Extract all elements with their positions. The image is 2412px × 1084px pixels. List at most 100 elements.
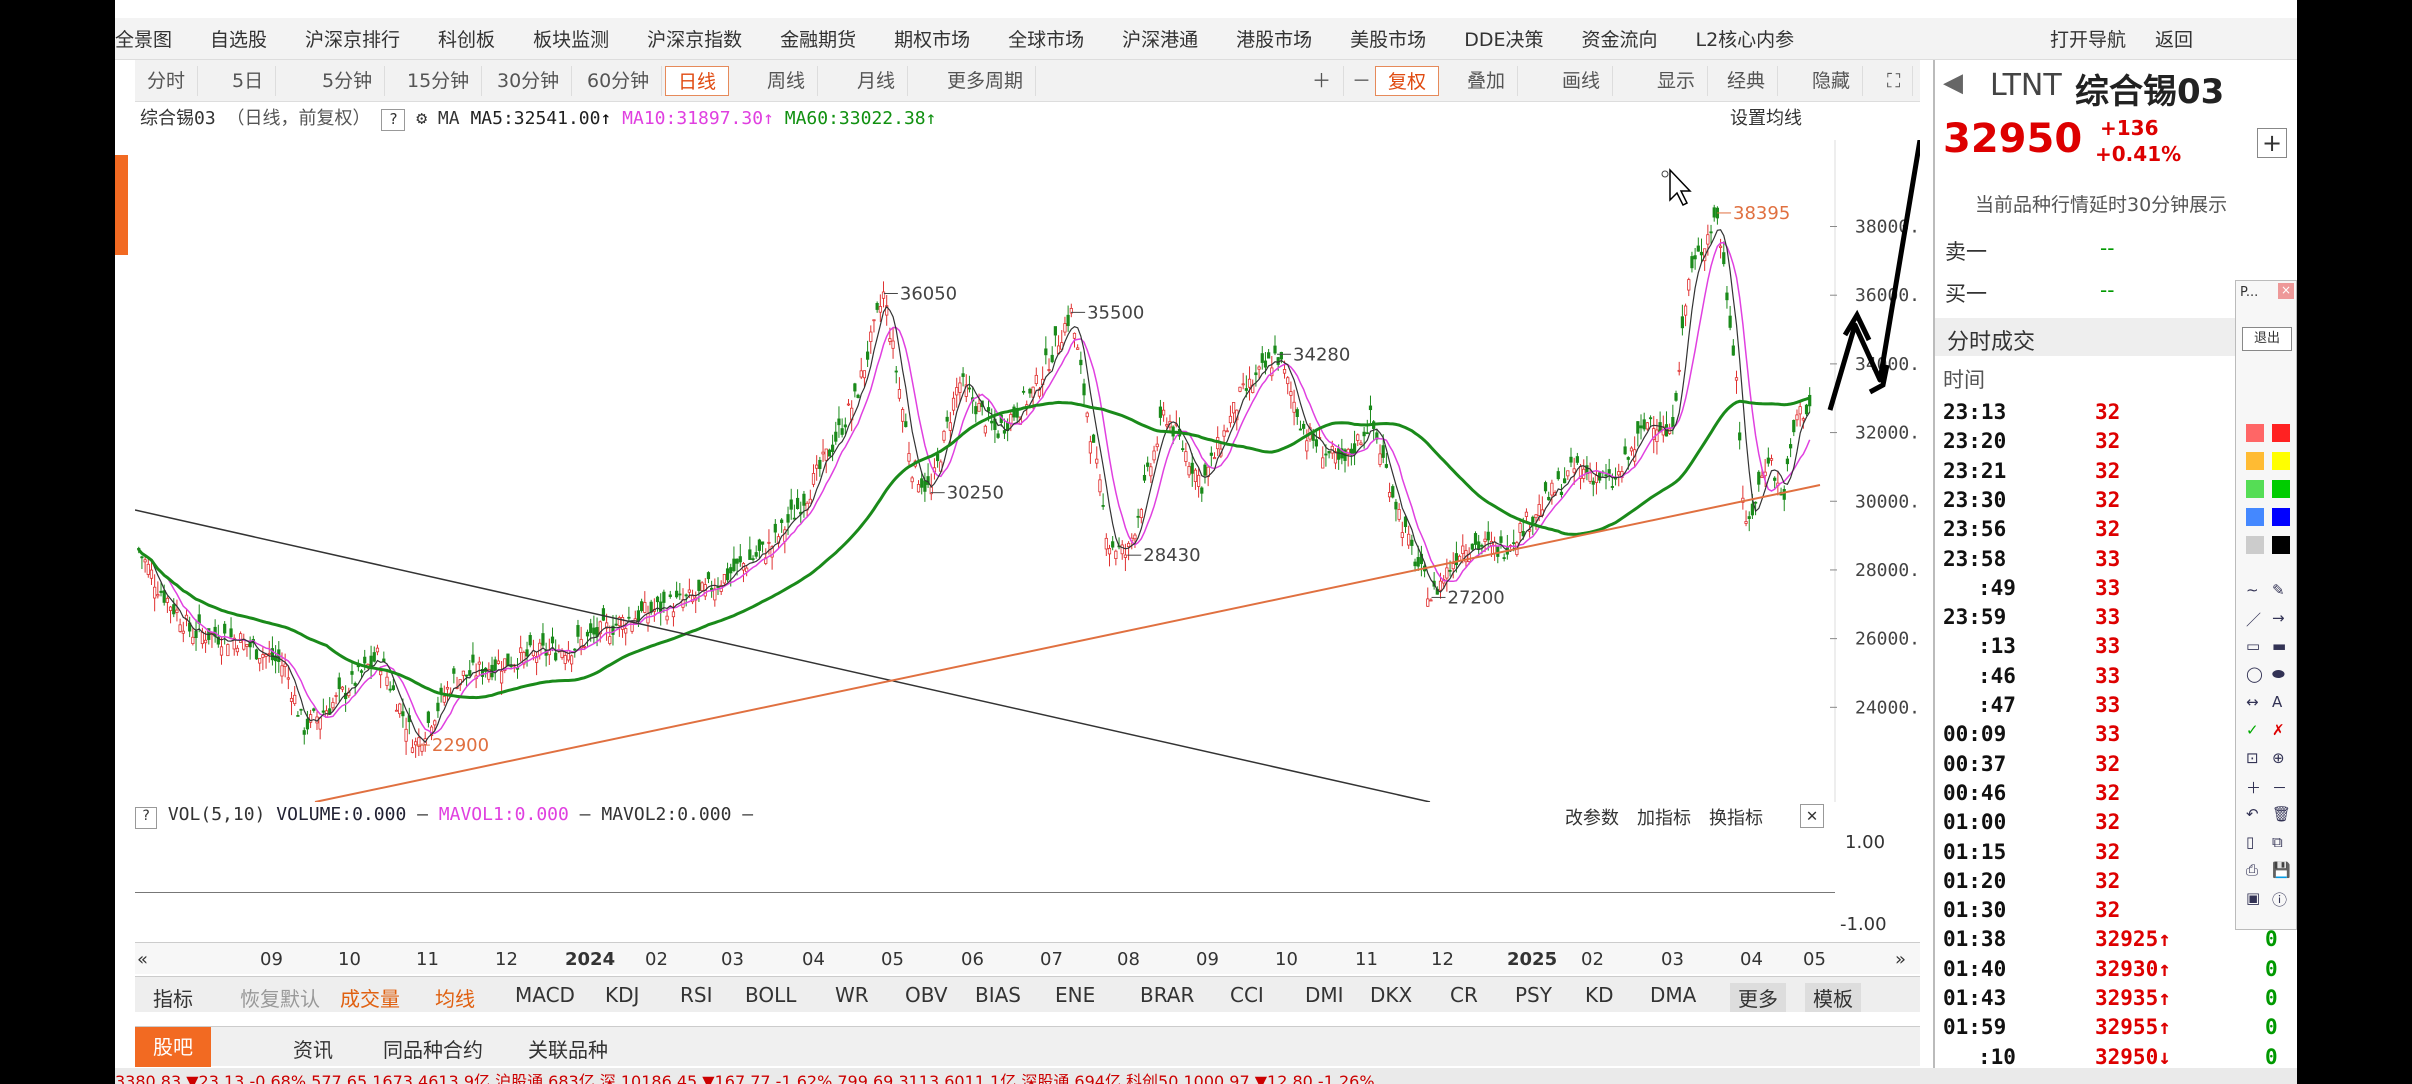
nav-item[interactable]: 板块监测 bbox=[533, 29, 610, 51]
nav-item[interactable]: 资金流向 bbox=[1581, 29, 1658, 51]
indicator-tab[interactable]: DKX bbox=[1370, 983, 1413, 1007]
palette-color-swatch[interactable] bbox=[2272, 452, 2290, 470]
indicator-tab[interactable]: 更多 bbox=[1730, 983, 1786, 1012]
scroll-left-icon[interactable]: « bbox=[137, 949, 149, 970]
vol-action-button[interactable]: 加指标 bbox=[1637, 808, 1691, 828]
indicator-tab[interactable]: PSY bbox=[1515, 983, 1552, 1007]
period-tab[interactable]: 5分钟 bbox=[310, 66, 386, 96]
indicator-tab[interactable]: 成交量 bbox=[340, 987, 400, 1011]
indicator-tab[interactable]: 模板 bbox=[1805, 983, 1861, 1012]
uptrend-line[interactable] bbox=[314, 484, 1821, 802]
indicator-tab[interactable]: BRAR bbox=[1140, 983, 1195, 1007]
palette-tool-icon[interactable]: ⊡ bbox=[2246, 749, 2259, 767]
nav-item[interactable]: 沪深京排行 bbox=[305, 29, 401, 51]
period-tab[interactable]: 5日 bbox=[220, 66, 277, 96]
palette-tool-icon[interactable]: ⓘ bbox=[2272, 891, 2288, 909]
indicator-tab[interactable]: OBV bbox=[905, 983, 948, 1007]
nav-item[interactable]: 期权市场 bbox=[894, 29, 971, 51]
help-icon[interactable]: ? bbox=[381, 109, 406, 131]
fullscreen-icon[interactable]: ⛶ bbox=[1875, 66, 1914, 96]
back-arrow-icon[interactable]: ◀ bbox=[1943, 68, 1963, 98]
palette-color-swatch[interactable] bbox=[2272, 424, 2290, 442]
period-tab[interactable]: 60分钟 bbox=[575, 66, 663, 96]
palette-tool-icon[interactable]: ▯ bbox=[2246, 833, 2255, 851]
nav-right-item[interactable]: 返回 bbox=[2155, 29, 2194, 51]
palette-tool-icon[interactable]: ⊕ bbox=[2272, 749, 2285, 767]
add-icon[interactable]: + bbox=[2257, 128, 2287, 158]
indicator-tab[interactable]: WR bbox=[835, 983, 869, 1007]
period-tab[interactable]: 15分钟 bbox=[395, 66, 483, 96]
hand-drawn-arrow[interactable] bbox=[1827, 140, 1920, 411]
palette-tool-icon[interactable]: ▣ bbox=[2246, 889, 2261, 907]
palette-tool-icon[interactable]: ∼ bbox=[2246, 581, 2259, 599]
palette-color-swatch[interactable] bbox=[2246, 508, 2264, 526]
toolbar-right-button[interactable]: 叠加 bbox=[1455, 66, 1519, 96]
nav-item[interactable]: L2核心内参 bbox=[1695, 29, 1795, 51]
ma-settings-button[interactable]: 设置均线 bbox=[1730, 108, 1802, 128]
palette-tool-icon[interactable]: ／ bbox=[2246, 611, 2262, 629]
period-tab[interactable]: 周线 bbox=[755, 66, 819, 96]
palette-tool-icon[interactable]: ⧉ bbox=[2272, 833, 2283, 851]
palette-color-swatch[interactable] bbox=[2246, 452, 2264, 470]
zoom-in-icon[interactable]: ＋ bbox=[1300, 66, 1345, 96]
toolbar-right-button[interactable]: 隐藏 bbox=[1800, 66, 1864, 96]
palette-color-swatch[interactable] bbox=[2272, 536, 2290, 554]
indicator-tab[interactable]: MACD bbox=[515, 983, 575, 1007]
toolbar-right-button[interactable]: 经典 bbox=[1715, 66, 1779, 96]
drawing-palette[interactable]: P... × 退出 ∼ ✎ ／ → ▭ ▬ ◯ ⬬ ↔ A ✓ ✗ ⊡ ⊕ ＋ － ↶ 🗑 ▯ ⧉ ⎙ 💾 ▣ ⓘ bbox=[2235, 280, 2297, 930]
period-tab[interactable]: 更多周期 bbox=[935, 66, 1037, 96]
indicator-tab[interactable]: KDJ bbox=[605, 983, 640, 1007]
nav-item[interactable]: 沪深港通 bbox=[1122, 29, 1199, 51]
palette-color-swatch[interactable] bbox=[2272, 480, 2290, 498]
nav-item[interactable]: 金融期货 bbox=[780, 29, 857, 51]
nav-item[interactable]: 自选股 bbox=[210, 29, 268, 51]
nav-right-item[interactable]: 打开导航 bbox=[2050, 29, 2127, 51]
indicator-tab[interactable]: ENE bbox=[1055, 983, 1096, 1007]
palette-tool-icon[interactable]: ◯ bbox=[2246, 665, 2263, 683]
kline-chart[interactable]: 38000.036000.034000.032000.030000.028000… bbox=[135, 140, 1920, 802]
bottom-tab[interactable]: 股吧 bbox=[135, 1027, 211, 1067]
palette-tool-icon[interactable]: － bbox=[2272, 779, 2288, 797]
downtrend-line[interactable] bbox=[135, 509, 1431, 802]
toolbar-right-button[interactable]: 显示 bbox=[1645, 66, 1709, 96]
indicator-tab[interactable]: DMA bbox=[1650, 983, 1697, 1007]
palette-tool-icon[interactable]: ▬ bbox=[2272, 637, 2287, 655]
palette-color-swatch[interactable] bbox=[2246, 424, 2264, 442]
palette-tool-icon[interactable]: ↶ bbox=[2246, 805, 2259, 823]
indicator-tab[interactable]: 指标 bbox=[153, 987, 193, 1011]
gear-icon[interactable]: ⚙ bbox=[416, 108, 428, 129]
palette-tool-icon[interactable]: 🗑 bbox=[2272, 805, 2292, 823]
indicator-tab[interactable]: 恢复默认 bbox=[240, 987, 320, 1011]
indicator-tab[interactable]: BIAS bbox=[975, 983, 1021, 1007]
bottom-tab[interactable]: 资讯 bbox=[293, 1038, 333, 1062]
nav-item[interactable]: 美股市场 bbox=[1350, 29, 1427, 51]
period-tab[interactable]: 30分钟 bbox=[485, 66, 573, 96]
palette-tool-icon[interactable]: ＋ bbox=[2246, 779, 2262, 797]
palette-tool-icon[interactable]: → bbox=[2272, 609, 2285, 627]
palette-tool-icon[interactable]: ⎙ bbox=[2246, 861, 2259, 879]
palette-tool-icon[interactable]: ✓ bbox=[2246, 721, 2259, 739]
nav-item[interactable]: 全球市场 bbox=[1008, 29, 1085, 51]
scroll-right-icon[interactable]: » bbox=[1895, 949, 1907, 970]
vol-action-button[interactable]: 改参数 bbox=[1565, 808, 1619, 828]
period-tab[interactable]: 日线 bbox=[665, 66, 730, 96]
indicator-tab[interactable]: RSI bbox=[680, 983, 713, 1007]
indicator-tab[interactable]: DMI bbox=[1305, 983, 1344, 1007]
palette-tool-icon[interactable]: ▭ bbox=[2246, 637, 2261, 655]
indicator-tab[interactable]: CR bbox=[1450, 983, 1478, 1007]
indicator-tab[interactable]: 均线 bbox=[435, 987, 475, 1011]
period-tab[interactable]: 分时 bbox=[135, 66, 199, 96]
indicator-tab[interactable]: CCI bbox=[1230, 983, 1264, 1007]
toolbar-right-button[interactable]: 复权 bbox=[1375, 66, 1440, 96]
palette-close-icon[interactable]: × bbox=[2278, 283, 2294, 299]
bottom-tab[interactable]: 同品种合约 bbox=[383, 1038, 483, 1062]
nav-item[interactable]: 科创板 bbox=[438, 29, 496, 51]
palette-color-swatch[interactable] bbox=[2246, 480, 2264, 498]
palette-exit-button[interactable]: 退出 bbox=[2242, 327, 2292, 351]
nav-item[interactable]: 全景图 bbox=[115, 29, 173, 51]
nav-item[interactable]: 港股市场 bbox=[1236, 29, 1313, 51]
nav-item[interactable]: DDE决策 bbox=[1464, 29, 1544, 51]
palette-tool-icon[interactable]: ✎ bbox=[2272, 581, 2285, 599]
palette-tool-icon[interactable]: A bbox=[2272, 693, 2283, 711]
palette-color-swatch[interactable] bbox=[2246, 536, 2264, 554]
